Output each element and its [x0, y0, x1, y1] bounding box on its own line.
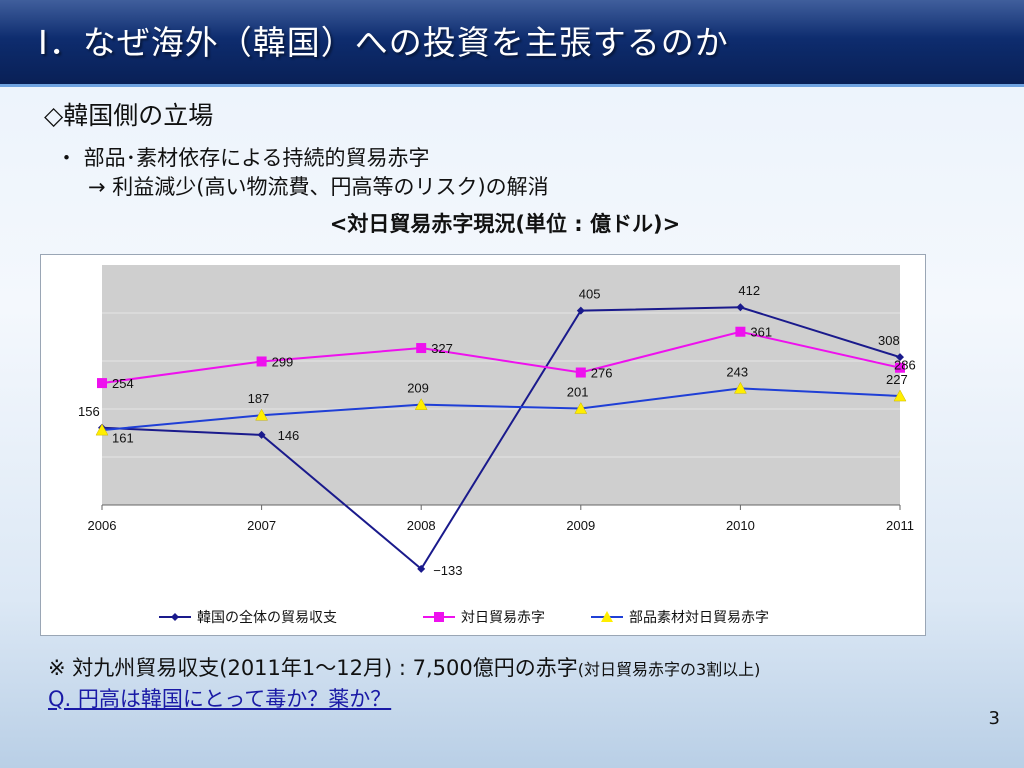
data-point: [257, 430, 266, 439]
data-label: 286: [894, 358, 916, 373]
data-label: 412: [738, 283, 760, 298]
data-point: [417, 564, 426, 573]
data-point: [95, 423, 109, 436]
data-label: 201: [567, 385, 589, 400]
data-point: [574, 401, 588, 414]
data-point: [414, 398, 428, 410]
data-label: 361: [750, 325, 772, 340]
x-tick-label: 2009: [566, 518, 595, 533]
title-bar: Ⅰ．なぜ海外（韓国）への投資を主張するのか: [0, 0, 1024, 84]
data-point: [576, 306, 585, 315]
data-label: 308: [878, 333, 900, 348]
title-accent-line: [0, 84, 1024, 87]
data-label: 146: [278, 428, 300, 443]
legend-marker: [171, 613, 179, 621]
data-label: 187: [248, 391, 270, 406]
series-line: [101, 387, 901, 432]
kyushu-trade-note-main: ※ 対九州貿易収支(2011年1～12月) : 7,500億円の赤字: [48, 656, 578, 680]
kyushu-trade-note-detail: (対日貿易赤字の3割以上): [577, 660, 761, 679]
data-label: −133: [433, 563, 462, 578]
bullet-deficit: ・ 部品･素材依存による持続的貿易赤字: [56, 146, 430, 170]
data-point: [735, 326, 746, 337]
series-line: [101, 330, 901, 385]
x-tick-label: 2010: [726, 518, 755, 533]
data-point: [255, 408, 269, 421]
data-point: [97, 378, 107, 389]
data-point: [896, 353, 904, 362]
question-link[interactable]: Q. 円高は韓国にとって毒か？薬か？: [48, 687, 392, 711]
data-point: [895, 362, 905, 373]
x-tick-label: 2006: [88, 518, 117, 533]
legend-label: 部品素材対日貿易赤字: [629, 610, 769, 626]
x-tick-label: 2011: [886, 518, 914, 533]
legend-marker: [601, 611, 613, 622]
bullet-resolution: → 利益減少(高い物流費、円高等のリスク)の解消: [88, 175, 549, 199]
plot-area: [102, 265, 900, 505]
x-tick-label: 2007: [247, 518, 276, 533]
data-label: 209: [407, 381, 429, 396]
kyushu-trade-note: ※ 対九州貿易収支(2011年1～12月) : 7,500億円の赤字(対日貿易赤…: [48, 652, 760, 682]
data-label: 156: [78, 404, 100, 419]
data-point: [736, 303, 745, 312]
section-heading: ◇韓国側の立場: [44, 101, 214, 130]
data-label: 254: [112, 376, 134, 391]
chart-title: <対日貿易赤字現況(単位 : 億ドル)>: [329, 212, 681, 236]
legend-marker: [434, 612, 444, 622]
data-label: 227: [886, 372, 908, 387]
series-line: [101, 306, 901, 571]
page-number: 3: [988, 708, 1000, 729]
data-point: [416, 343, 427, 354]
title-bar-shine: [0, 0, 1024, 38]
legend-label: 対日貿易赤字: [461, 610, 545, 626]
x-tick-label: 2008: [407, 518, 436, 533]
slide-title: Ⅰ．なぜ海外（韓国）への投資を主張するのか: [38, 23, 729, 62]
data-label: 161: [112, 431, 134, 446]
line-chart: 2006 2007 2008 2009 2010 2011 161 146 −133 405 412…: [78, 265, 916, 626]
data-label: 243: [726, 364, 748, 379]
chart-container: 2006 2007 2008 2009 2010 2011 161 146 −133 405 412…: [40, 254, 926, 636]
data-point: [733, 381, 747, 394]
data-point: [893, 389, 907, 402]
legend-label: 韓国の全体の貿易収支: [197, 609, 337, 626]
data-label: 327: [431, 341, 453, 356]
data-label: 276: [591, 366, 613, 381]
data-label: 405: [579, 287, 601, 302]
data-label: 299: [272, 354, 294, 369]
data-point: [575, 367, 586, 378]
data-point: [256, 356, 267, 367]
